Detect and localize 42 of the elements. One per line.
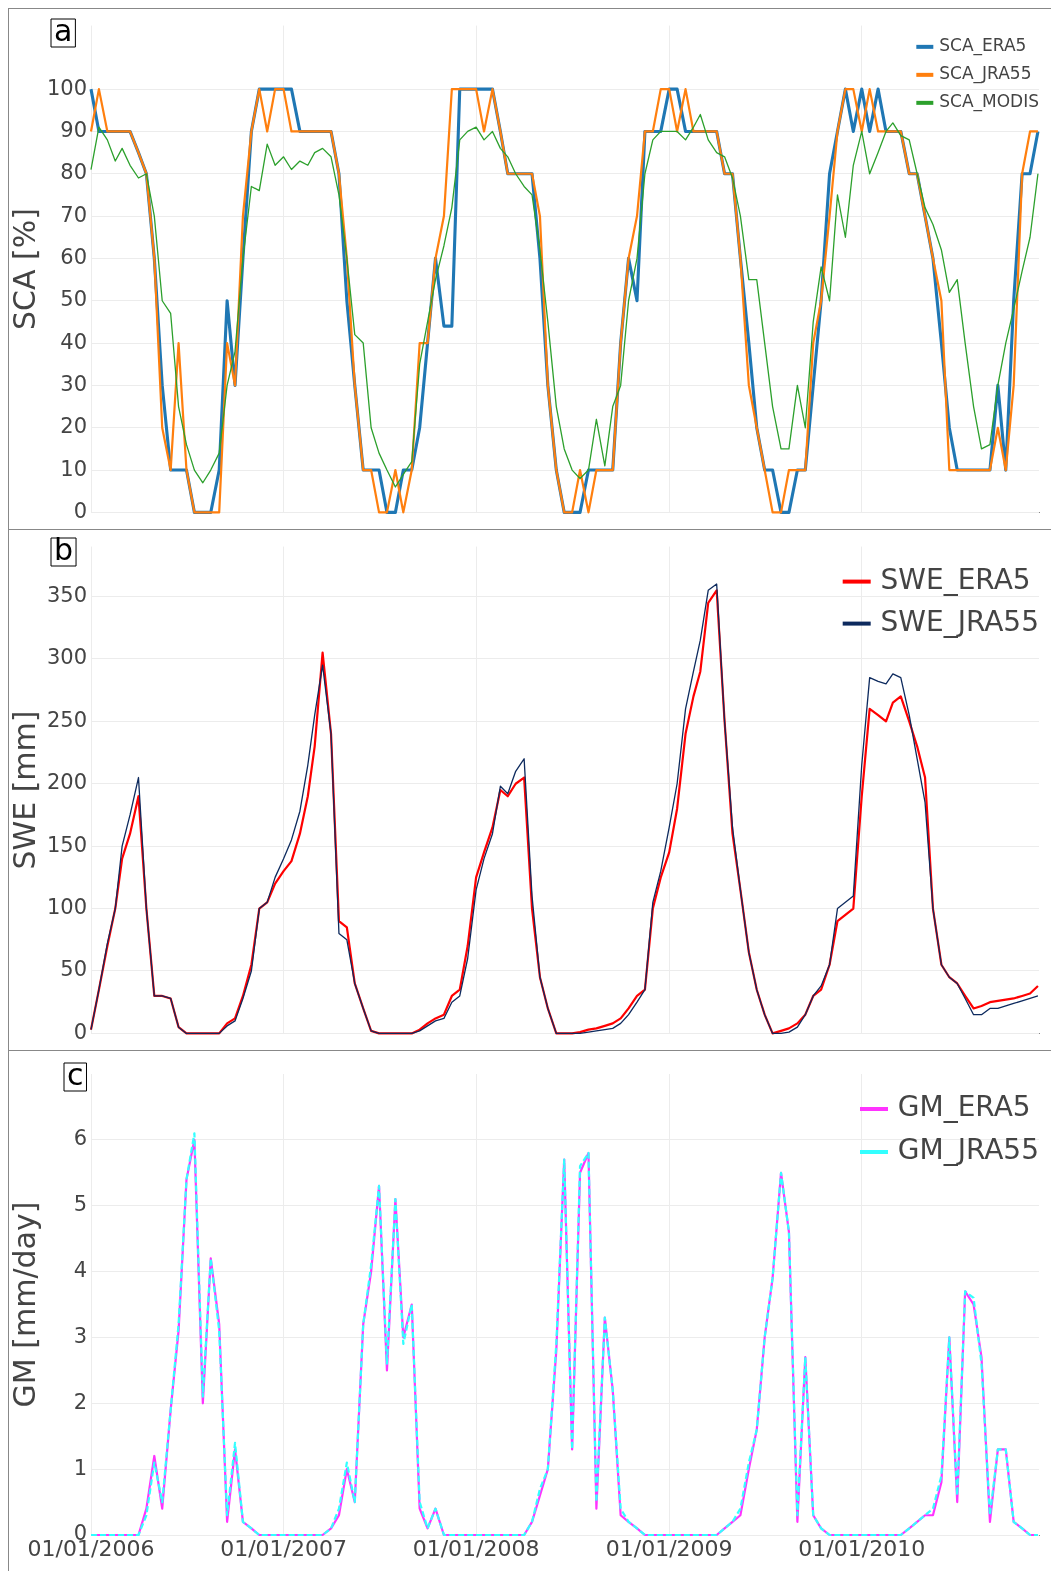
text: a (54, 12, 73, 48)
legend-label: SWE_JRA55 (880, 604, 1039, 638)
y-tick-label: 90 (60, 117, 87, 142)
y-tick-label: 4 (73, 1258, 87, 1283)
legend-label: SWE_ERA5 (880, 562, 1031, 596)
y-tick-label: 70 (60, 202, 87, 227)
y-tick-label: 5 (73, 1192, 87, 1217)
y-tick-label: 200 (46, 770, 87, 795)
y-tick-label: 50 (60, 957, 87, 982)
y-tick-label: 40 (60, 329, 87, 354)
y-tick-label: 100 (46, 75, 87, 100)
y-tick-label: 10 (60, 456, 87, 481)
y-axis-title: GM [mm/day] (6, 1201, 42, 1408)
y-tick-label: 30 (60, 371, 87, 396)
y-tick-label: 100 (46, 895, 87, 920)
legend-label: SCA_JRA55 (939, 63, 1032, 85)
x-tick-label: 01/01/2007 (220, 1535, 347, 1561)
legend-label: GM_ERA5 (897, 1090, 1031, 1124)
x-tick-label: 01/01/2008 (412, 1535, 540, 1561)
legend-label: SCA_MODIS (939, 91, 1039, 113)
text: b (54, 531, 74, 567)
y-tick-label: 2 (73, 1389, 87, 1414)
x-tick-label: 01/01/2009 (605, 1535, 733, 1561)
x-tick-label: 01/01/2010 (798, 1535, 926, 1561)
y-tick-label: 1 (73, 1455, 87, 1480)
legend-label: SCA_ERA5 (939, 35, 1027, 57)
y-tick-label: 20 (60, 414, 87, 439)
y-tick-label: 350 (46, 582, 87, 607)
y-tick-label: 0 (73, 1019, 87, 1044)
y-axis-title: SWE [mm] (6, 710, 42, 870)
y-tick-label: 300 (46, 645, 87, 670)
y-tick-label: 250 (46, 707, 87, 732)
y-tick-label: 80 (60, 160, 87, 185)
y-tick-label: 0 (73, 498, 87, 523)
y-tick-label: 150 (46, 832, 87, 857)
y-tick-label: 6 (73, 1126, 87, 1151)
y-tick-label: 3 (73, 1323, 87, 1348)
text: c (67, 1056, 84, 1092)
y-axis-title: SCA [%] (6, 208, 42, 330)
y-tick-label: 60 (60, 244, 87, 269)
legend-label: GM_JRA55 (897, 1133, 1039, 1167)
y-tick-label: 50 (60, 287, 87, 312)
